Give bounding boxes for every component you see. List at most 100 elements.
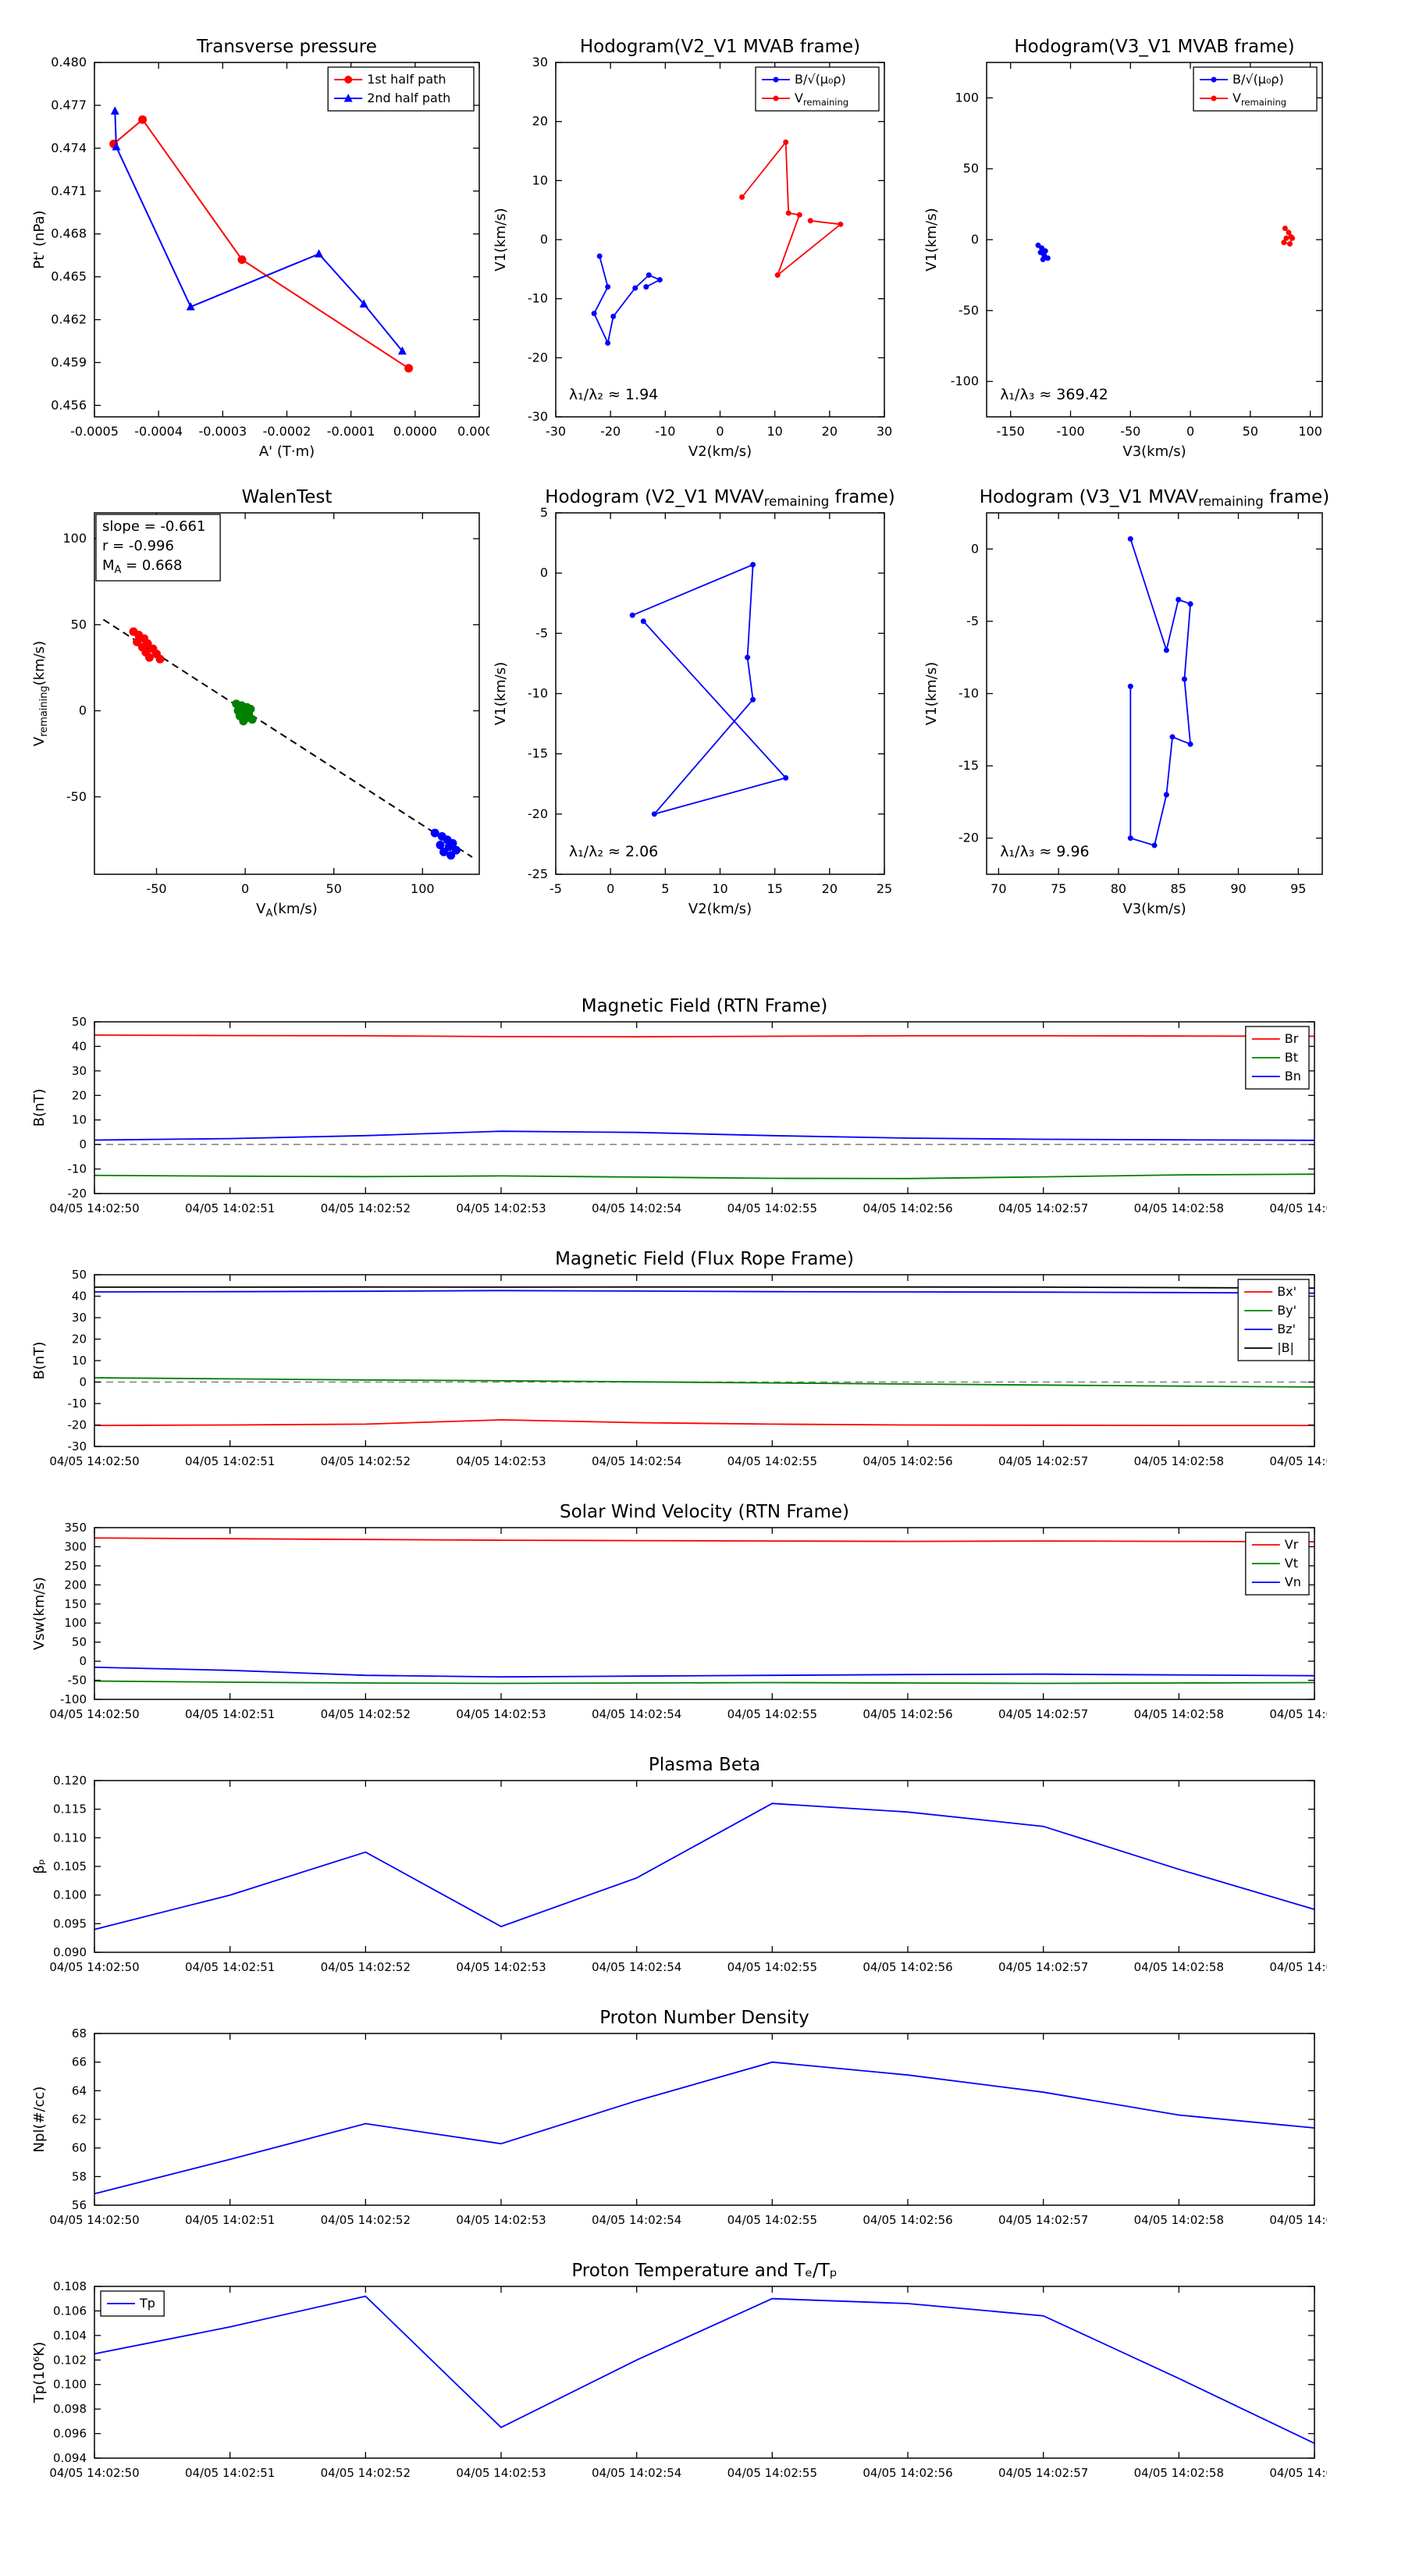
svg-text:04/05 14:02:54: 04/05 14:02:54 [592, 2213, 681, 2227]
svg-text:10: 10 [72, 1113, 87, 1127]
svg-text:Hodogram(V3_V1 MVAB frame): Hodogram(V3_V1 MVAB frame) [1014, 37, 1294, 57]
svg-text:A' (T·m): A' (T·m) [259, 443, 315, 460]
svg-text:-20: -20 [600, 424, 621, 439]
svg-text:0.095: 0.095 [53, 1916, 87, 1930]
svg-text:64: 64 [72, 2083, 87, 2097]
svg-text:-20: -20 [959, 831, 979, 845]
svg-text:-10: -10 [959, 686, 979, 701]
svg-text:-20: -20 [528, 350, 548, 365]
svg-text:50: 50 [963, 161, 979, 176]
svg-text:04/05 14:02:59: 04/05 14:02:59 [1269, 2213, 1327, 2227]
svg-text:10: 10 [767, 424, 782, 439]
svg-text:20: 20 [72, 1332, 87, 1347]
svg-text:30: 30 [72, 1064, 87, 1078]
svg-text:100: 100 [1298, 424, 1322, 439]
svg-text:-50: -50 [146, 881, 166, 896]
svg-text:04/05 14:02:57: 04/05 14:02:57 [998, 2466, 1088, 2480]
svg-text:04/05 14:02:55: 04/05 14:02:55 [727, 1201, 817, 1215]
svg-text:04/05 14:02:55: 04/05 14:02:55 [727, 1960, 817, 1974]
svg-text:Tp(10⁶K): Tp(10⁶K) [31, 2342, 48, 2403]
svg-text:04/05 14:02:53: 04/05 14:02:53 [456, 1960, 546, 1974]
proton-temperature-plot: 04/05 14:02:50 04/05 14:02:51 04/05 14:02:… [28, 2255, 1327, 2489]
svg-text:-30: -30 [546, 424, 566, 439]
svg-text:-50: -50 [959, 303, 979, 318]
svg-text:Vn: Vn [1285, 1574, 1301, 1589]
svg-text:200: 200 [64, 1578, 87, 1592]
svg-text:50: 50 [72, 1015, 87, 1029]
svg-text:0: 0 [79, 1137, 87, 1151]
svg-text:04/05 14:02:52: 04/05 14:02:52 [321, 2213, 411, 2227]
svg-text:100: 100 [64, 1616, 87, 1630]
svg-text:04/05 14:02:58: 04/05 14:02:58 [1134, 1454, 1224, 1468]
svg-text:0.474: 0.474 [51, 141, 87, 155]
svg-text:-10: -10 [68, 1162, 87, 1176]
svg-text:V2(km/s): V2(km/s) [688, 443, 752, 460]
svg-text:04/05 14:02:57: 04/05 14:02:57 [998, 1201, 1088, 1215]
svg-text:04/05 14:02:56: 04/05 14:02:56 [863, 1707, 952, 1721]
svg-text:0.0000: 0.0000 [393, 424, 437, 439]
svg-text:0.480: 0.480 [51, 55, 87, 69]
chart-hodogram-v2v1-mvab: -30 -20 -10 0 10 20 30 -30 -20 -10 0 10 20 30 Hodogram… [489, 31, 895, 462]
walen-test-plot: -50 0 50 100 -50 0 50 100 WalenTest VA​(km/s) Vrem… [28, 482, 490, 920]
svg-text:04/05 14:02:57: 04/05 14:02:57 [998, 1960, 1088, 1974]
magnetic-field-rtn-plot: 04/05 14:02:50 04/05 14:02:51 04/05 14:02:… [28, 991, 1327, 1225]
svg-text:-25: -25 [528, 866, 548, 881]
chart-magnetic-field-flux-rope: 04/05 14:02:50 04/05 14:02:51 04/05 14:02:… [28, 1244, 1327, 1478]
svg-text:30: 30 [877, 424, 892, 439]
svg-text:Proton Number Density: Proton Number Density [599, 2008, 809, 2028]
svg-text:By': By' [1277, 1303, 1297, 1318]
svg-text:-20: -20 [68, 1187, 87, 1201]
svg-text:0.468: 0.468 [51, 226, 87, 241]
svg-text:04/05 14:02:59: 04/05 14:02:59 [1269, 2466, 1327, 2480]
svg-text:0: 0 [79, 703, 87, 718]
svg-text:V1(km/s): V1(km/s) [923, 662, 940, 725]
svg-text:0.090: 0.090 [53, 1945, 87, 1959]
svg-text:04/05 14:02:54: 04/05 14:02:54 [592, 2466, 681, 2480]
svg-text:Br: Br [1285, 1031, 1299, 1046]
svg-text:Bx': Bx' [1277, 1284, 1297, 1299]
svg-text:350: 350 [64, 1521, 87, 1535]
svg-text:04/05 14:02:57: 04/05 14:02:57 [998, 1454, 1088, 1468]
svg-text:04/05 14:02:53: 04/05 14:02:53 [456, 2213, 546, 2227]
svg-text:0.096: 0.096 [53, 2427, 87, 2441]
svg-text:0.104: 0.104 [53, 2329, 87, 2343]
svg-text:-0.0005: -0.0005 [70, 424, 119, 439]
svg-text:0.094: 0.094 [53, 2451, 87, 2465]
svg-text:04/05 14:02:59: 04/05 14:02:59 [1269, 1960, 1327, 1974]
svg-text:58: 58 [72, 2169, 87, 2183]
svg-text:Vremaining​(km/s): Vremaining​(km/s) [31, 641, 50, 746]
svg-text:Transverse pressure: Transverse pressure [196, 37, 377, 57]
svg-text:04/05 14:02:56: 04/05 14:02:56 [863, 1454, 952, 1468]
svg-text:-0.0003: -0.0003 [198, 424, 247, 439]
svg-text:04/05 14:02:51: 04/05 14:02:51 [185, 2213, 275, 2227]
svg-text:68: 68 [72, 2026, 87, 2041]
svg-text:-50: -50 [68, 1674, 87, 1688]
svg-text:04/05 14:02:56: 04/05 14:02:56 [863, 1201, 952, 1215]
svg-text:0: 0 [241, 881, 249, 896]
svg-text:0.102: 0.102 [53, 2353, 87, 2367]
hodogram-v3v1-mvav-plot: 70 75 80 85 90 95 -20 -15 -10 -5 0 Hodogram (V3_V1 … [920, 482, 1333, 920]
svg-text:Plasma Beta: Plasma Beta [649, 1755, 760, 1775]
svg-text:-100: -100 [60, 1692, 87, 1706]
svg-text:04/05 14:02:52: 04/05 14:02:52 [321, 1454, 411, 1468]
svg-text:Pt' (nPa): Pt' (nPa) [31, 210, 48, 269]
svg-text:04/05 14:02:55: 04/05 14:02:55 [727, 1707, 817, 1721]
svg-text:-100: -100 [1056, 424, 1084, 439]
svg-text:MA​ = 0.668: MA​ = 0.668 [102, 557, 182, 576]
svg-text:04/05 14:02:54: 04/05 14:02:54 [592, 1707, 681, 1721]
svg-text:100: 100 [955, 90, 979, 105]
svg-text:40: 40 [72, 1039, 87, 1053]
svg-text:04/05 14:02:53: 04/05 14:02:53 [456, 1201, 546, 1215]
svg-text:30: 30 [72, 1311, 87, 1325]
svg-text:150: 150 [64, 1597, 87, 1611]
svg-text:0: 0 [971, 541, 979, 556]
svg-text:50: 50 [72, 1635, 87, 1649]
svg-text:Hodogram (V2_V1 MVAVremaining​: Hodogram (V2_V1 MVAVremaining​ frame) [545, 487, 895, 509]
svg-text:0: 0 [79, 1654, 87, 1668]
svg-text:Hodogram (V3_V1 MVAVremaining​: Hodogram (V3_V1 MVAVremaining​ frame) [980, 487, 1330, 509]
svg-text:04/05 14:02:54: 04/05 14:02:54 [592, 1960, 681, 1974]
svg-text:04/05 14:02:56: 04/05 14:02:56 [863, 1960, 952, 1974]
svg-text:Magnetic Field (RTN Frame): Magnetic Field (RTN Frame) [582, 996, 828, 1016]
svg-text:0.108: 0.108 [53, 2279, 87, 2293]
